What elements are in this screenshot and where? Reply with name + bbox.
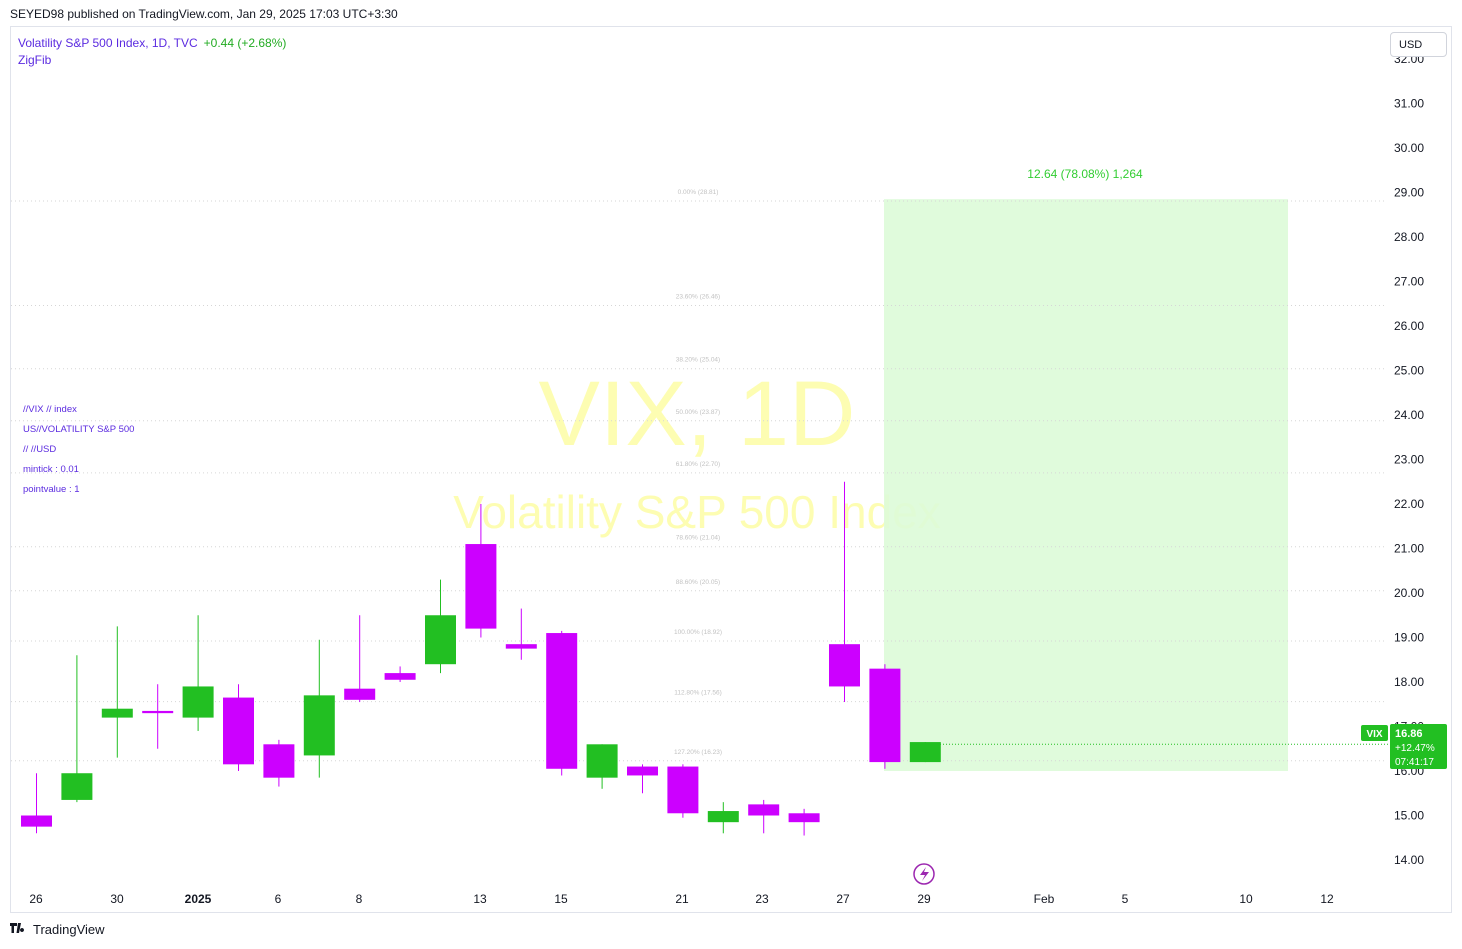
event-icon bbox=[913, 863, 935, 885]
y-tick-label: 26.00 bbox=[1394, 319, 1424, 333]
candle-body bbox=[667, 766, 699, 814]
y-tick-label: 20.00 bbox=[1394, 586, 1424, 600]
y-tick-label: 15.00 bbox=[1394, 809, 1424, 823]
candle-body bbox=[223, 697, 254, 765]
candle-body bbox=[788, 813, 820, 823]
last-price-symbol-box bbox=[1361, 725, 1388, 741]
fib-level-label: 88.60% (20.05) bbox=[676, 579, 720, 586]
candle-body bbox=[627, 766, 658, 776]
x-tick-label: 8 bbox=[356, 892, 363, 906]
publisher-line: SEYED98 published on TradingView.com, Ja… bbox=[10, 7, 398, 21]
last-price-value: 16.86 bbox=[1395, 728, 1423, 740]
x-tick-label: Feb bbox=[1034, 892, 1055, 906]
tradingview-logo-icon bbox=[10, 922, 25, 933]
candle-body bbox=[748, 804, 780, 816]
legend-indicator[interactable]: ZigFib bbox=[18, 53, 52, 67]
y-tick-label: 29.00 bbox=[1394, 186, 1424, 200]
chart-frame bbox=[10, 26, 1452, 913]
candle-body bbox=[21, 815, 52, 827]
candle-body bbox=[425, 615, 456, 665]
y-tick-label: 19.00 bbox=[1394, 631, 1424, 645]
candle-body bbox=[384, 673, 416, 680]
fib-level-label: 127.20% (16.23) bbox=[674, 749, 722, 756]
y-tick-label: 25.00 bbox=[1394, 364, 1424, 378]
candle-body bbox=[263, 744, 295, 778]
footer: TradingView bbox=[10, 922, 105, 937]
y-tick-label: 27.00 bbox=[1394, 275, 1424, 289]
symbol-info-box: //VIX // index US//VOLATILITY S&P 500 //… bbox=[23, 400, 134, 500]
y-tick-label: 22.00 bbox=[1394, 497, 1424, 511]
fib-level-label: 61.80% (22.70) bbox=[676, 461, 720, 468]
x-tick-label: 27 bbox=[836, 892, 850, 906]
x-tick-label: 10 bbox=[1239, 892, 1253, 906]
legend-change: +0.44 (+2.68%) bbox=[203, 36, 287, 50]
x-tick-label: 2025 bbox=[185, 892, 212, 906]
last-price-countdown: 07:41:17 bbox=[1395, 757, 1434, 768]
info-line: mintick : 0.01 bbox=[23, 464, 79, 475]
y-tick-label: 14.00 bbox=[1394, 853, 1424, 867]
fib-level-label: 100.00% (18.92) bbox=[674, 629, 722, 636]
info-line: // //USD bbox=[23, 444, 57, 455]
y-tick-label: 24.00 bbox=[1394, 408, 1424, 422]
currency-button[interactable]: USD bbox=[1390, 32, 1447, 57]
y-tick-label: 31.00 bbox=[1394, 97, 1424, 111]
footer-brand[interactable]: TradingView bbox=[33, 922, 105, 937]
y-tick-label: 21.00 bbox=[1394, 542, 1424, 556]
fib-level-label: 112.80% (17.56) bbox=[674, 690, 722, 697]
measure-label: 12.64 (78.08%) 1,264 bbox=[1027, 167, 1143, 181]
candle-body bbox=[101, 708, 133, 718]
x-tick-label: 5 bbox=[1122, 892, 1129, 906]
candle-body bbox=[303, 695, 335, 756]
x-tick-label: 23 bbox=[755, 892, 769, 906]
x-tick-label: 26 bbox=[29, 892, 43, 906]
last-price-change: +12.47% bbox=[1395, 743, 1435, 754]
y-tick-label: 30.00 bbox=[1394, 141, 1424, 155]
chart-legend: Volatility S&P 500 Index, 1D, TVC +0.44 (… bbox=[18, 35, 286, 69]
x-tick-label: 29 bbox=[917, 892, 931, 906]
x-tick-label: 15 bbox=[554, 892, 568, 906]
candle-body bbox=[586, 744, 618, 778]
x-tick-label: 6 bbox=[275, 892, 282, 906]
info-line: pointvalue : 1 bbox=[23, 484, 80, 495]
candle-body bbox=[61, 773, 93, 800]
y-tick-label: 23.00 bbox=[1394, 453, 1424, 467]
info-line: US//VOLATILITY S&P 500 bbox=[23, 424, 135, 435]
x-tick-label: 21 bbox=[675, 892, 689, 906]
measure-zone bbox=[884, 199, 1288, 772]
y-tick-label: 28.00 bbox=[1394, 230, 1424, 244]
last-price-box bbox=[1390, 724, 1447, 769]
candle-body bbox=[546, 633, 578, 769]
candle-body bbox=[344, 688, 376, 700]
watermark-symbol: VIX, 1D bbox=[538, 363, 855, 465]
candle-body bbox=[909, 742, 941, 763]
last-price-symbol: VIX bbox=[1366, 729, 1382, 740]
candle-body bbox=[829, 644, 860, 687]
fib-level-label: 23.60% (26.46) bbox=[676, 294, 720, 301]
candle-body bbox=[505, 644, 537, 649]
candle-body bbox=[465, 544, 497, 629]
x-tick-label: 13 bbox=[473, 892, 487, 906]
fib-level-label: 38.20% (25.04) bbox=[676, 357, 720, 364]
fib-level-label: 50.00% (23.87) bbox=[676, 409, 720, 416]
candle-body bbox=[869, 668, 901, 763]
lightning-icon bbox=[920, 867, 929, 881]
legend-symbol[interactable]: Volatility S&P 500 Index, 1D, TVC bbox=[18, 36, 198, 50]
info-line: //VIX // index bbox=[23, 404, 77, 415]
x-tick-label: 30 bbox=[110, 892, 124, 906]
candle-body bbox=[182, 686, 214, 718]
y-tick-label: 18.00 bbox=[1394, 675, 1424, 689]
fib-level-label: 78.60% (21.04) bbox=[676, 535, 720, 542]
x-tick-label: 12 bbox=[1320, 892, 1334, 906]
fib-level-label: 0.00% (28.81) bbox=[678, 189, 719, 196]
watermark-name: Volatility S&P 500 Index bbox=[453, 486, 941, 538]
candle-body bbox=[707, 811, 739, 823]
candle-body bbox=[142, 710, 174, 714]
